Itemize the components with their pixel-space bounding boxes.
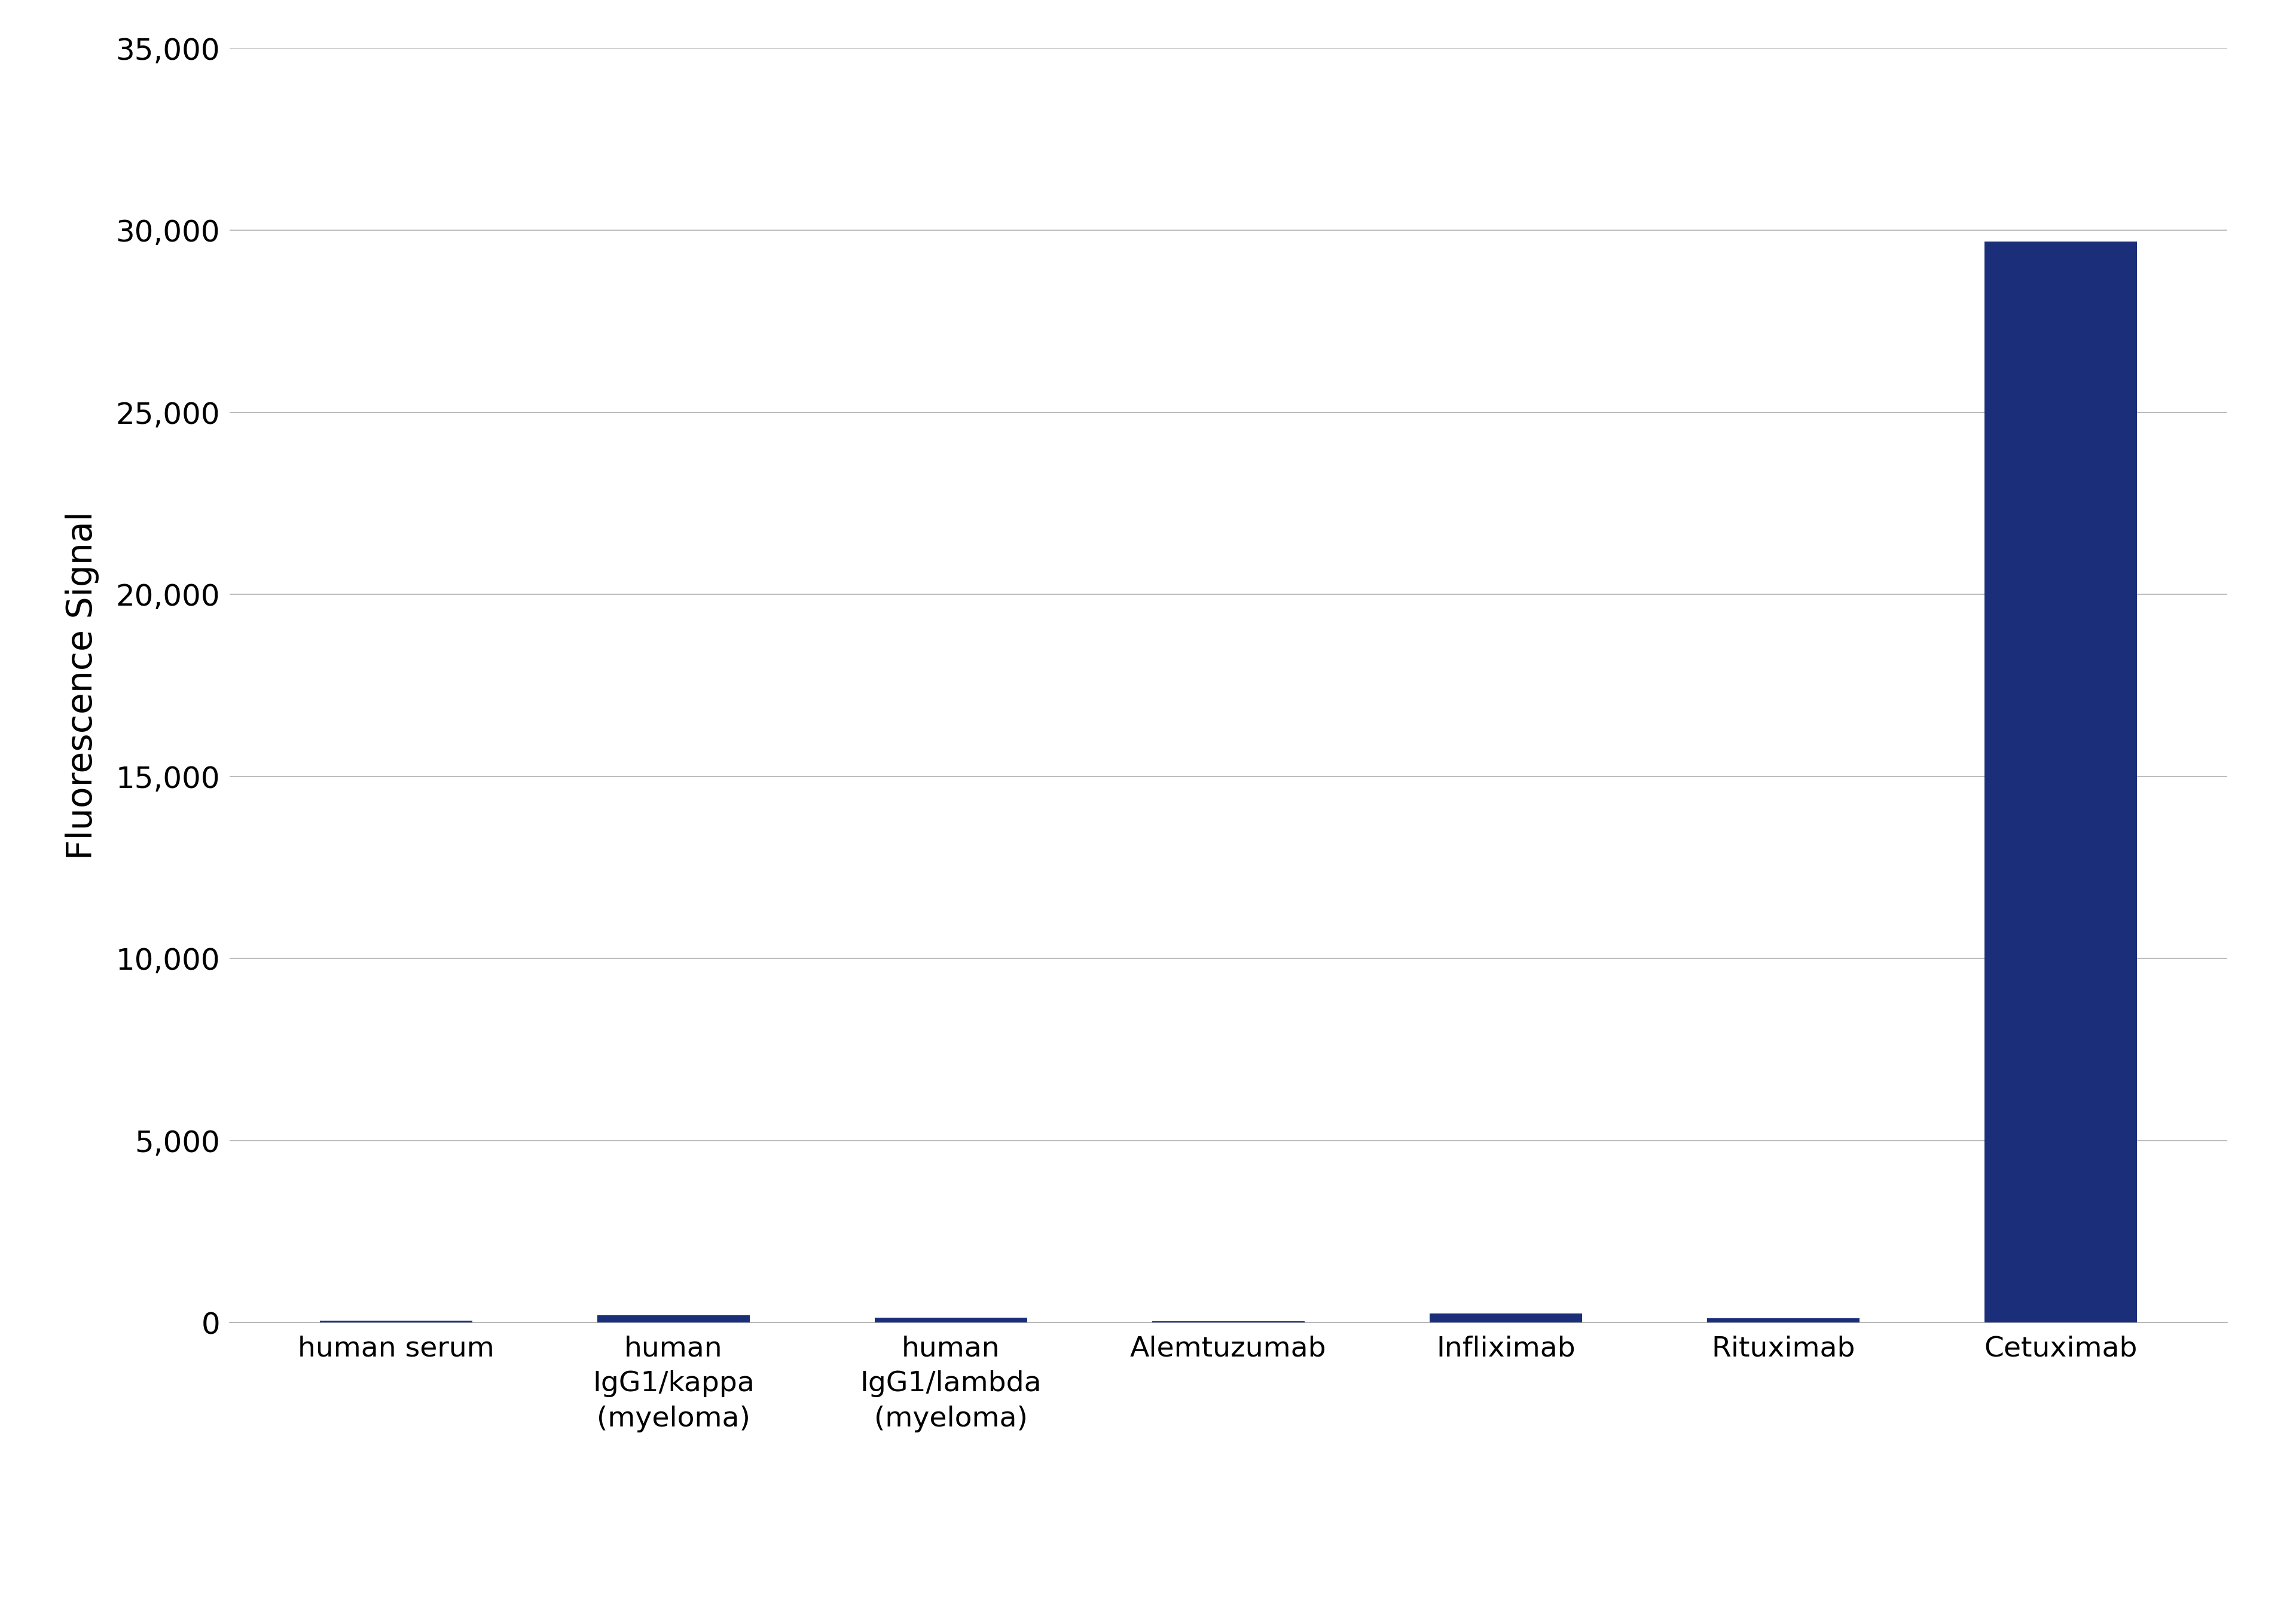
Bar [1706,1318,1860,1323]
Bar [597,1315,751,1323]
Y-axis label: Fluorescence Signal: Fluorescence Signal [64,511,99,860]
Bar [319,1321,473,1323]
Bar [875,1318,1026,1323]
Bar [1430,1313,1582,1323]
Bar [1984,242,2138,1323]
